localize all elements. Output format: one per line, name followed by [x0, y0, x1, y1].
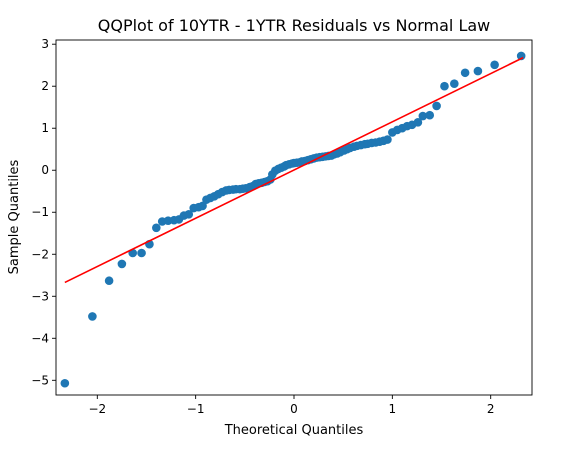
data-point — [490, 60, 499, 70]
data-point — [450, 79, 459, 88]
data-point — [152, 223, 161, 233]
data-point — [413, 118, 423, 127]
y-tick-label: 0 — [41, 163, 49, 177]
data-point — [198, 201, 207, 211]
plot-area: −2 −1 0 1 2 −5 −4 −3 −2 −1 0 1 2 3 — [31, 37, 533, 416]
y-tick-label: 1 — [41, 121, 49, 135]
x-tick-label: −1 — [187, 402, 205, 416]
y-axis-label: Sample Quantiles — [7, 159, 22, 274]
y-tick-label: −3 — [31, 289, 49, 303]
data-point — [432, 101, 441, 111]
y-tick-label: −2 — [31, 247, 49, 261]
data-point — [184, 210, 194, 219]
data-point — [425, 110, 435, 120]
y-tick-label: −4 — [31, 331, 49, 345]
x-tick-label: 1 — [389, 402, 397, 416]
x-tick-label: −2 — [88, 402, 106, 416]
data-point — [137, 248, 146, 258]
chart-title: QQPlot of 10YTR - 1YTR Residuals vs Norm… — [98, 16, 491, 35]
data-point — [104, 276, 114, 286]
data-point — [460, 68, 470, 78]
data-point — [440, 81, 449, 91]
data-point — [418, 111, 428, 121]
y-tick-label: −5 — [31, 373, 49, 387]
y-tick-label: −1 — [31, 205, 49, 219]
data-point — [383, 135, 392, 144]
y-tick-label: 2 — [41, 79, 49, 93]
axes-frame — [55, 39, 533, 396]
data-point — [60, 378, 70, 388]
y-tick-label: 3 — [41, 37, 49, 51]
x-tick-label: 2 — [487, 402, 495, 416]
reference-line — [64, 56, 524, 284]
data-point — [117, 259, 127, 269]
data-point — [473, 66, 483, 76]
x-tick-label: 0 — [290, 402, 298, 416]
data-point — [88, 312, 97, 321]
x-axis-label: Theoretical Quantiles — [224, 423, 364, 438]
